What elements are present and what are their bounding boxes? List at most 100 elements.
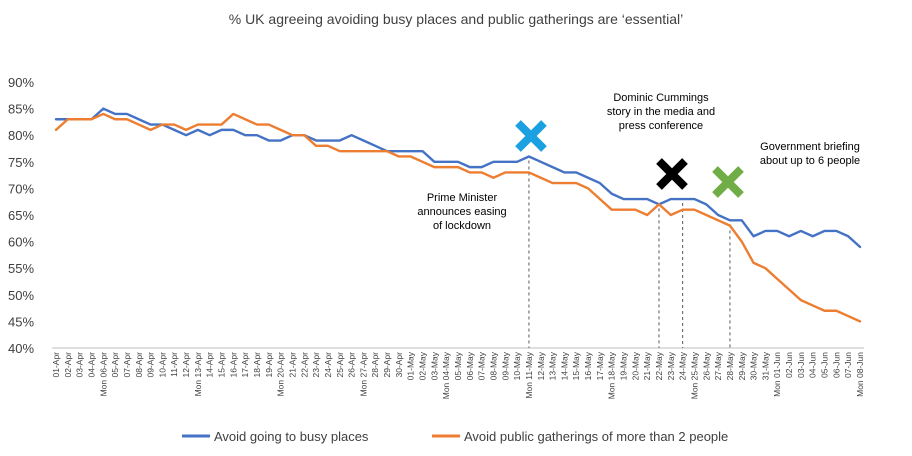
y-tick-label: 75% — [8, 155, 34, 170]
annotation-text: Government briefing — [760, 141, 860, 153]
x-tick-label: 20-May — [630, 351, 640, 380]
x-tick-label: 30-Apr — [394, 352, 404, 378]
x-tick-label: 16-May — [583, 351, 593, 380]
x-tick-label: 12-Apr — [181, 352, 191, 378]
x-tick-label: 11-Apr — [169, 352, 179, 377]
annotation-text: of lockdown — [433, 220, 491, 232]
x-tick-label: Mon 06-Apr — [98, 352, 108, 397]
x-tick-label: 28-Apr — [370, 352, 380, 378]
x-tick-label: 29-May — [737, 351, 747, 380]
x-tick-label: 18-Apr — [252, 352, 262, 378]
y-tick-label: 45% — [8, 314, 34, 329]
x-tick-label: 07-Jun — [843, 352, 853, 378]
x-tick-label: 19-Apr — [264, 352, 274, 378]
x-tick-label: 09-Apr — [146, 352, 156, 378]
x-tick-label: 21-May — [642, 351, 652, 380]
x-tick-label: 24-May — [678, 351, 688, 380]
series-lines — [54, 107, 862, 323]
annotation-text: story in the media and — [607, 106, 715, 118]
x-tick-label: Mon 13-Apr — [193, 352, 203, 397]
y-tick-label: 50% — [8, 288, 34, 303]
x-tick-label: 04-Apr — [86, 352, 96, 378]
x-tick-label: 27-May — [713, 351, 723, 380]
annotation-text: Prime Minister — [427, 192, 498, 204]
x-tick-label: 07-Apr — [122, 352, 132, 378]
y-tick-label: 85% — [8, 102, 34, 117]
chart-title: % UK agreeing avoiding busy places and p… — [229, 11, 684, 27]
event-x-marker — [712, 166, 744, 198]
annotation-guides — [528, 160, 731, 348]
x-tick-label: 16-Apr — [228, 352, 238, 378]
legend-label: Avoid going to busy places — [214, 429, 369, 444]
x-tick-label: 07-May — [477, 351, 487, 380]
x-tick-label: 29-Apr — [382, 352, 392, 378]
x-tick-label: 28-May — [725, 351, 735, 380]
x-tick-label: 15-Apr — [217, 352, 227, 378]
x-tick-label: 05-Apr — [110, 352, 120, 378]
x-tick-label: 26-Apr — [347, 352, 357, 378]
series-line — [54, 112, 862, 323]
x-tick-label: Mon 01-Jun — [772, 352, 782, 397]
x-tick-label: Mon 18-May — [607, 351, 617, 399]
y-tick-label: 70% — [8, 181, 34, 196]
x-tick-label: 08-May — [488, 351, 498, 380]
x-tick-label: 26-May — [701, 351, 711, 380]
x-tick-label: 02-May — [418, 351, 428, 380]
y-tick-label: 80% — [8, 128, 34, 143]
annotation-markers — [515, 120, 744, 198]
y-tick-label: 60% — [8, 235, 34, 250]
legend-item: Avoid public gatherings of more than 2 p… — [432, 429, 728, 444]
x-tick-label: 24-Apr — [323, 352, 333, 378]
x-tick-label: 17-May — [595, 351, 605, 380]
annotation-text: Dominic Cummings — [613, 92, 709, 104]
x-tick-label: 14-May — [559, 351, 569, 380]
x-tick-label: 03-May — [429, 351, 439, 380]
x-tick-label: 25-Apr — [335, 352, 345, 378]
x-tick-label: 01-May — [406, 351, 416, 380]
x-tick-label: 31-May — [760, 351, 770, 380]
x-tick-label: Mon 04-May — [441, 351, 451, 399]
series-line — [54, 107, 862, 249]
x-tick-label: 30-May — [749, 351, 759, 380]
x-tick-label: Mon 20-Apr — [276, 352, 286, 397]
x-tick-label: 02-Apr — [63, 352, 73, 378]
x-tick-label: 19-May — [619, 351, 629, 380]
x-tick-label: 17-Apr — [240, 352, 250, 378]
x-tick-label: 10-May — [512, 351, 522, 380]
x-tick-label: 13-May — [548, 351, 558, 380]
y-axis: 40% 45% 50% 55% 60% 65% 70% 75% 80% 85% 90% — [8, 75, 34, 356]
x-tick-label: 14-Apr — [205, 352, 215, 378]
y-tick-label: 65% — [8, 208, 34, 223]
x-tick-label: 05-May — [453, 351, 463, 380]
annotation-text: press conference — [619, 120, 703, 132]
x-tick-label: 09-May — [500, 351, 510, 380]
legend-item: Avoid going to busy places — [182, 429, 369, 444]
x-tick-label: 15-May — [571, 351, 581, 380]
x-tick-label: Mon 25-May — [689, 351, 699, 399]
y-tick-label: 90% — [8, 75, 34, 90]
event-x-marker — [515, 120, 547, 152]
y-tick-label: 55% — [8, 261, 34, 276]
x-axis: 01-Apr 02-Apr 03-Apr 04-Apr Mon 06-Apr 05-Apr… — [51, 347, 865, 399]
x-tick-label: 12-May — [536, 351, 546, 380]
y-tick-label: 40% — [8, 341, 34, 356]
annotation-text: announces easing — [417, 206, 506, 218]
x-tick-label: 22-Apr — [299, 352, 309, 378]
x-tick-label: 01-Apr — [51, 352, 61, 378]
x-tick-label: Mon 11-May — [524, 351, 534, 398]
legend: Avoid going to busy places Avoid public g… — [182, 429, 728, 444]
annotations: Prime Minister announces easing of lockdow… — [417, 92, 860, 232]
x-tick-label: Mon 27-Apr — [358, 352, 368, 397]
x-tick-label: 23-May — [666, 351, 676, 380]
x-tick-label: 08-Apr — [134, 352, 144, 378]
event-x-marker — [656, 158, 688, 190]
x-tick-label: Mon 08-Jun — [855, 352, 865, 397]
x-tick-label: 21-Apr — [287, 352, 297, 378]
annotation-text: about up to 6 people — [760, 155, 860, 167]
x-tick-label: 02-Jun — [784, 352, 794, 378]
legend-label: Avoid public gatherings of more than 2 p… — [464, 429, 728, 444]
x-tick-label: 04-Jun — [808, 352, 818, 378]
x-tick-label: 23-Apr — [311, 352, 321, 378]
x-tick-label: 22-May — [654, 351, 664, 380]
